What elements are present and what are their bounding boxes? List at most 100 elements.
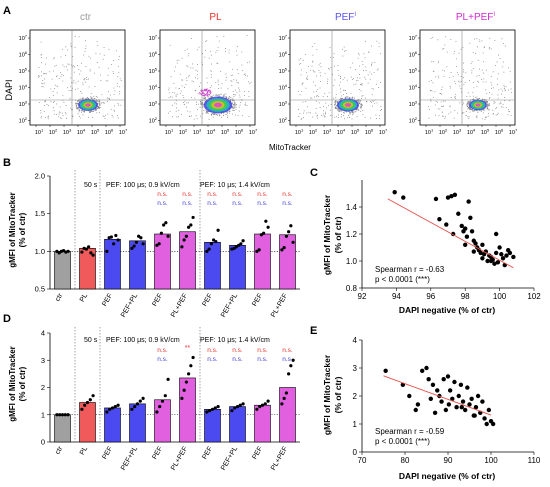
flow-dot [202, 90, 204, 92]
flow-dot [298, 109, 300, 110]
flow-dot [113, 60, 114, 61]
bar [154, 233, 171, 290]
flow-dot [200, 103, 202, 105]
data-point [255, 249, 259, 253]
flow-dot [119, 93, 121, 95]
flow-dot [493, 101, 495, 102]
flow-dot [428, 106, 429, 108]
flow-dot [343, 89, 345, 91]
flow-dot [176, 60, 178, 61]
flow-dot [97, 100, 99, 102]
flow-dot [485, 116, 487, 118]
flow-dot [77, 108, 79, 110]
flow-dot [249, 83, 251, 85]
flow-dot [231, 106, 233, 108]
flow-dot [52, 70, 54, 72]
flow-y-tick-label: 105 [409, 67, 418, 76]
tick-base: 10 [91, 130, 97, 136]
flow-dot [472, 91, 474, 93]
flow-x-tick-label: 102 [439, 128, 448, 137]
flow-dot [56, 92, 58, 94]
flow-dot [299, 112, 301, 114]
flow-dot [71, 46, 73, 48]
flow-dot [355, 83, 357, 85]
significance-blue: n.s. [232, 356, 243, 363]
flow-dot [449, 77, 451, 79]
flow-dot [486, 108, 488, 110]
significance-blue: n.s. [157, 356, 168, 363]
x-tick-label: 100 [484, 456, 498, 465]
flow-x-tick-label: 107 [379, 128, 388, 137]
flow-dot [108, 91, 109, 93]
flow-dot [96, 107, 98, 109]
flow-dot [208, 118, 210, 120]
x-tick-label: 110 [528, 456, 541, 465]
flow-dot [215, 114, 217, 116]
flow-dot [488, 112, 489, 114]
flow-dot [468, 100, 470, 102]
flow-dot [333, 53, 335, 55]
flow-title: PL [209, 12, 222, 23]
flow-dot [61, 74, 63, 75]
flow-dot [468, 116, 470, 118]
flow-dot [98, 106, 100, 108]
flow-x-tick-label: 105 [221, 128, 230, 137]
flow-dot [307, 75, 309, 77]
flow-dot [223, 95, 225, 97]
flow-dot [40, 117, 42, 119]
flow-dot [488, 98, 490, 100]
flow-dot [357, 108, 359, 110]
flow-dot [311, 65, 313, 67]
flow-dot [90, 96, 92, 98]
flow-dot [346, 79, 348, 81]
flow-dot [206, 111, 208, 113]
flow-dot [233, 95, 235, 97]
tick-base: 10 [149, 119, 155, 125]
flow-dot [361, 98, 362, 99]
flow-dot [337, 100, 339, 102]
flow-dot [316, 95, 318, 97]
flow-dot [336, 108, 338, 110]
flow-dot [117, 76, 119, 77]
significance-red: n.s. [232, 347, 243, 354]
flow-dot [56, 75, 58, 77]
flow-dot [299, 94, 301, 96]
data-point [87, 245, 91, 249]
flow-dot [471, 72, 473, 74]
flow-dot [90, 93, 92, 94]
flow-dot [468, 108, 470, 110]
data-point [280, 248, 284, 252]
flow-dot [246, 75, 248, 77]
flow-dot [197, 64, 198, 65]
flow-dot [175, 96, 177, 98]
flow-dot [168, 92, 170, 94]
flow-dot [306, 112, 308, 114]
data-point [205, 249, 209, 253]
flow-dot [494, 40, 496, 41]
panel-c-ylabel-line1: gMFI of MitoTracker [322, 194, 332, 275]
flow-density-contour [344, 103, 352, 107]
flow-dot [376, 118, 377, 119]
flow-dot [205, 109, 207, 111]
tick-base: 10 [279, 102, 285, 108]
flow-dot [500, 101, 502, 103]
data-point [130, 246, 134, 250]
data-point [84, 247, 88, 251]
flow-dot [343, 89, 344, 91]
flow-dot [107, 97, 109, 99]
data-point [449, 194, 454, 199]
flow-dot [455, 83, 456, 85]
flow-dot [342, 48, 343, 50]
flow-dot [82, 114, 84, 116]
flow-dot [212, 113, 214, 115]
flow-dot [494, 102, 496, 103]
data-point [257, 248, 261, 252]
flow-dot [319, 62, 321, 64]
flow-dot [489, 97, 491, 98]
flow-dot [243, 94, 245, 96]
flow-dot [471, 70, 473, 72]
flow-dot [100, 80, 102, 82]
flow-dot [361, 104, 363, 106]
flow-dot [233, 107, 235, 109]
flow-dot [311, 97, 313, 99]
